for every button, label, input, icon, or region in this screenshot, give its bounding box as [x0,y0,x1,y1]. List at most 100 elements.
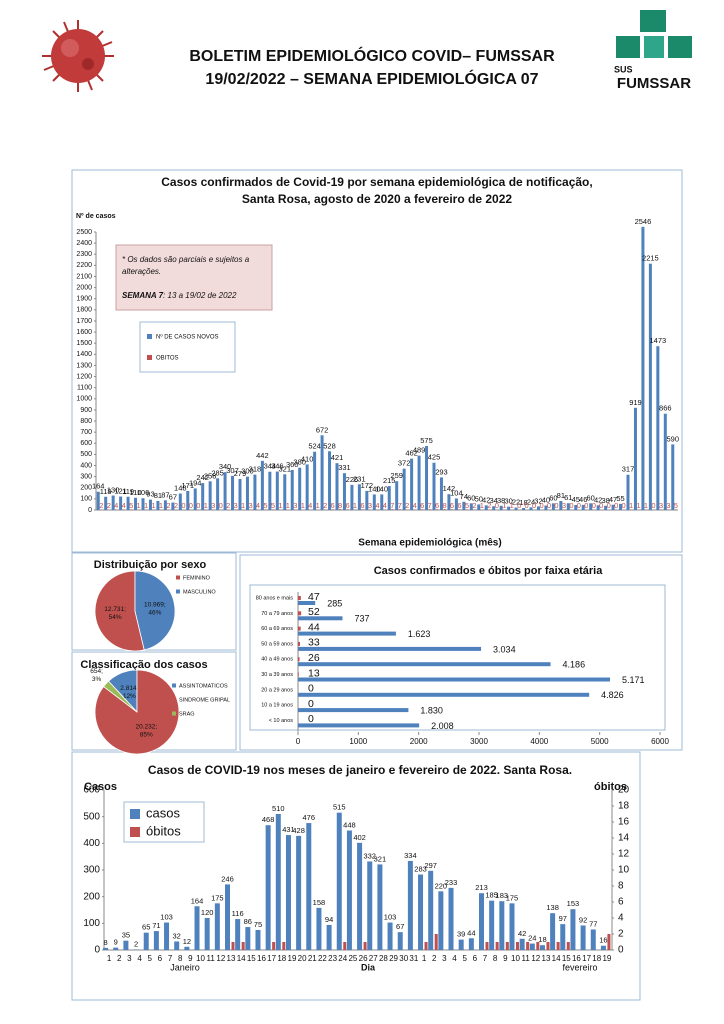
bar [235,919,241,950]
bar [339,509,342,510]
data-label: 0 [196,501,200,510]
x-tick-label: 8 [493,954,498,963]
data-label: 4 [308,501,312,510]
x-tick-label: 6 [158,954,163,963]
plot-frame [249,584,666,731]
bar [619,503,623,510]
bar [509,903,515,950]
y-tick-label: 500 [83,811,100,822]
x-tick-label: 28 [379,954,388,963]
legend-swatch [147,355,152,360]
data-label: 233 [445,878,458,887]
bar [522,507,526,510]
x-tick-label: 18 [277,954,286,963]
bar [507,506,511,510]
data-label: 3 [293,501,297,510]
data-label: 1 [204,501,208,510]
data-label: 285 [211,468,224,477]
bar [271,509,274,510]
logo-sus: SUS [614,64,633,74]
bar [342,473,346,510]
y-axis-label: Casos [84,781,117,793]
data-label: 428 [292,826,305,835]
data-label: 10.969; [144,601,166,608]
data-label: 0 [308,698,314,710]
bar [298,616,343,621]
bar [365,490,369,510]
bar [519,938,525,950]
bar [674,509,677,510]
bar [357,842,363,950]
data-label: 5 [271,501,275,510]
x-tick-label: 8 [178,954,183,963]
data-label: 24 [527,497,535,506]
data-label: 3 [659,501,663,510]
bar [468,938,474,950]
y-tick-label: 300 [80,473,92,480]
data-label: 47 [308,591,320,603]
data-label: 0 [181,501,185,510]
x-tick-label: 10 [196,954,205,963]
virus-image [42,20,114,92]
data-label: 410 [301,454,314,463]
bar [454,498,458,510]
data-label: 4 [383,501,387,510]
bar [626,474,630,510]
bar [134,497,138,510]
data-label: 3 [562,501,566,510]
bar [443,509,446,510]
chart-frame [71,552,237,651]
data-label: 307 [226,466,239,475]
data-label: 231 [353,474,366,483]
x-tick-label: 17 [267,954,276,963]
data-label: 1 [316,501,320,510]
data-label: 74 [460,492,468,501]
bar [465,509,468,510]
data-label: 32 [173,931,181,940]
bar [495,942,499,950]
bar [566,503,570,510]
y2-tick-label: 16 [618,817,630,828]
legend-swatch [172,711,176,716]
data-label: 92 [579,915,587,924]
bar [241,942,245,950]
bar [238,478,242,510]
data-label: 103 [160,913,173,922]
data-label: 3% [92,676,102,683]
x-tick-label: 24 [338,954,347,963]
data-label: 259 [390,471,403,480]
bar [357,484,361,510]
x-tick-label: 1000 [349,737,367,746]
data-label: 321 [374,854,387,863]
bar [611,504,615,510]
bar [418,874,424,950]
x-tick-label: 14 [237,954,246,963]
y-tick-label: 2000 [76,284,92,291]
note-text: SEMANA 7: 13 a 19/02 de 2022 [122,291,237,300]
y-tick-label: 1100 [77,385,92,392]
data-label: 175 [211,893,224,902]
bar [515,942,519,950]
data-label: 476 [303,813,316,822]
data-label: 55 [616,494,624,503]
bar [367,861,373,950]
bar [361,509,364,510]
data-label: 380 [293,458,306,467]
x-tick-label: 13 [227,954,236,963]
data-label: 3 [666,501,670,510]
data-label: 0 [569,501,573,510]
data-label: 1 [301,501,305,510]
data-label: 75 [254,920,262,929]
data-label: 0 [599,501,603,510]
data-label: 67 [169,493,177,502]
data-label: 38 [497,496,505,505]
data-label: 468 [262,815,275,824]
bar [298,601,316,605]
data-label: 346 [271,462,284,471]
data-label: 919 [629,398,642,407]
data-label: 528 [323,441,336,450]
legend-swatch [176,575,180,580]
bar [551,503,555,510]
bar [272,942,276,950]
bar [544,505,548,510]
